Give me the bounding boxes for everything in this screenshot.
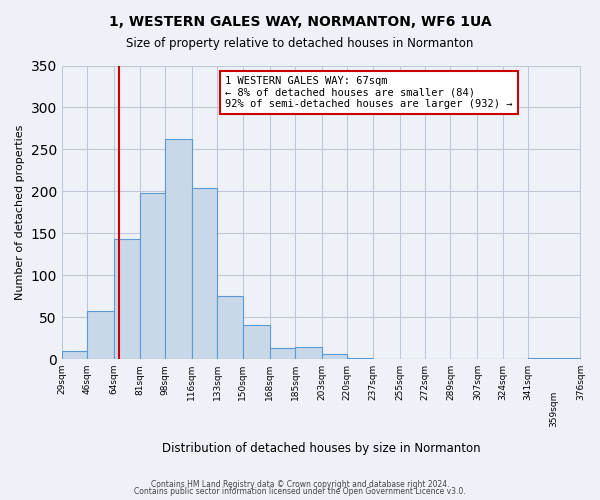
Text: 359sqm: 359sqm — [549, 391, 558, 428]
Bar — [322, 354, 347, 359]
Bar — [295, 348, 322, 359]
Bar — [140, 193, 165, 359]
Bar — [165, 140, 192, 359]
Bar — [528, 358, 581, 359]
Bar — [87, 312, 114, 359]
Bar — [114, 239, 140, 359]
Text: 1, WESTERN GALES WAY, NORMANTON, WF6 1UA: 1, WESTERN GALES WAY, NORMANTON, WF6 1UA — [109, 15, 491, 29]
Bar — [347, 358, 373, 359]
Bar — [217, 296, 242, 359]
Text: Contains public sector information licensed under the Open Government Licence v3: Contains public sector information licen… — [134, 487, 466, 496]
Bar — [192, 188, 217, 359]
Bar — [62, 350, 87, 359]
X-axis label: Distribution of detached houses by size in Normanton: Distribution of detached houses by size … — [162, 442, 481, 455]
Text: 1 WESTERN GALES WAY: 67sqm
← 8% of detached houses are smaller (84)
92% of semi-: 1 WESTERN GALES WAY: 67sqm ← 8% of detac… — [225, 76, 512, 109]
Bar — [242, 324, 269, 359]
Text: Contains HM Land Registry data © Crown copyright and database right 2024.: Contains HM Land Registry data © Crown c… — [151, 480, 449, 489]
Bar — [269, 348, 295, 359]
Text: Size of property relative to detached houses in Normanton: Size of property relative to detached ho… — [127, 38, 473, 51]
Y-axis label: Number of detached properties: Number of detached properties — [15, 124, 25, 300]
